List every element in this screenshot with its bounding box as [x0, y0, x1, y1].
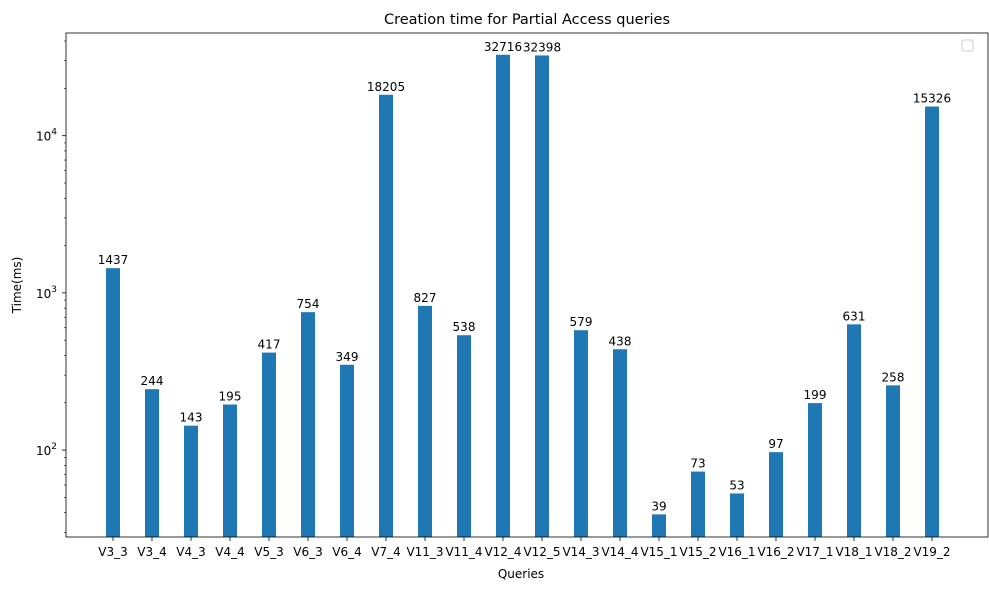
bar-v14-3	[574, 330, 588, 537]
bar-value-label: 73	[690, 457, 705, 471]
bar-v17-1	[808, 403, 822, 537]
y-tick-label: 104	[36, 128, 57, 144]
x-tick-label: V11_4	[445, 545, 482, 559]
bar-v4-4	[223, 404, 237, 537]
x-tick-label: V12_5	[523, 545, 560, 559]
x-tick-label: V6_3	[293, 545, 322, 559]
legend-box	[961, 39, 974, 52]
bar-value-label: 1437	[98, 253, 129, 267]
bar-value-label: 579	[570, 315, 593, 329]
bar-v4-3	[184, 425, 198, 537]
x-tick-label: V7_4	[371, 545, 400, 559]
bar-value-label: 244	[141, 374, 164, 388]
x-tick-label: V16_2	[757, 545, 794, 559]
x-tick-label: V3_3	[98, 545, 127, 559]
bar-v3-4	[145, 389, 159, 537]
x-tick-label: V4_3	[176, 545, 205, 559]
x-tick-label: V19_2	[913, 545, 950, 559]
x-tick-label: V12_4	[484, 545, 521, 559]
bar-v19-2	[925, 106, 939, 537]
x-tick-label: V5_3	[254, 545, 283, 559]
bar-v12-4	[496, 54, 510, 538]
chart-title: Creation time for Partial Access queries	[384, 12, 670, 28]
bar-value-label: 32716	[484, 40, 522, 54]
bar-v16-1	[730, 493, 744, 537]
x-tick-label: V14_4	[601, 545, 638, 559]
bar-v6-4	[340, 364, 354, 537]
bar-value-label: 143	[180, 411, 203, 425]
bar-value-label: 438	[609, 334, 632, 348]
bar-v18-1	[847, 324, 861, 537]
bar-value-label: 195	[219, 390, 242, 404]
bar-v11-3	[418, 305, 432, 537]
bar-v18-2	[886, 385, 900, 537]
bar-v6-3	[301, 312, 315, 537]
bar-v16-2	[769, 452, 783, 537]
bar-value-label: 631	[843, 309, 866, 323]
x-tick-label: V16_1	[718, 545, 755, 559]
plot-area: 1437 244 143 195 417 754 349 18205 827 538 32716 32…	[98, 40, 951, 538]
bar-value-label: 18205	[367, 80, 405, 94]
bar-value-label: 53	[729, 478, 744, 492]
bar-v3-3	[106, 268, 120, 537]
x-axis-title: Queries	[498, 567, 544, 581]
bar-value-label: 15326	[913, 92, 951, 106]
x-tick-label: V14_3	[562, 545, 599, 559]
bar-v14-4	[613, 349, 627, 537]
bar-v7-4	[379, 94, 393, 537]
plot-frame	[65, 32, 989, 538]
bar-value-label: 349	[336, 350, 359, 364]
x-tick-label: V15_2	[679, 545, 716, 559]
bar-v15-2	[691, 471, 705, 537]
bar-value-label: 827	[414, 291, 437, 305]
bar-value-label: 754	[297, 297, 320, 311]
bar-value-label: 258	[882, 370, 905, 384]
x-tick-label: V11_3	[406, 545, 443, 559]
y-tick-label: 102	[36, 442, 57, 458]
bar-value-label: 417	[258, 338, 281, 352]
y-tick-label: 103	[36, 285, 57, 301]
bar-v12-5	[535, 55, 549, 538]
bar-value-label: 199	[804, 388, 827, 402]
x-tick-label: V6_4	[332, 545, 361, 559]
bar-value-label: 32398	[523, 40, 561, 54]
bar-value-label: 39	[651, 499, 666, 513]
bar-value-label: 538	[453, 320, 476, 334]
bar-v11-4	[457, 335, 471, 537]
x-tick-label: V17_1	[796, 545, 833, 559]
bar-v5-3	[262, 352, 276, 537]
bar-value-label: 97	[768, 437, 783, 451]
x-tick-label: V4_4	[215, 545, 244, 559]
axes: V3_3 V3_4 V4_3 V4_4 V5_3 V6_3 V6_4 V7_4 V11_3 V11…	[36, 40, 951, 559]
x-tick-label: V18_1	[835, 545, 872, 559]
bar-v15-1	[652, 514, 666, 537]
x-tick-label: V18_2	[874, 545, 911, 559]
x-tick-label: V15_1	[640, 545, 677, 559]
x-tick-label: V3_4	[137, 545, 166, 559]
y-axis-title: Time(ms)	[10, 257, 24, 315]
